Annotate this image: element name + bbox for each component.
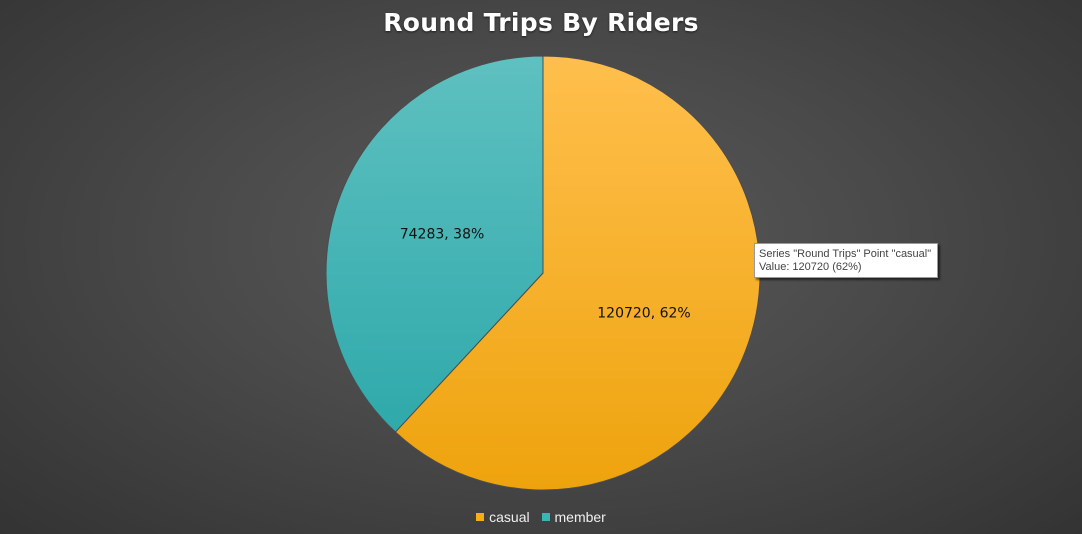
- tooltip-series-line: Series "Round Trips" Point "casual": [759, 248, 932, 260]
- data-point-tooltip: Series "Round Trips" Point "casual" Valu…: [754, 243, 939, 278]
- legend-item-casual[interactable]: casual: [476, 509, 530, 525]
- chart-title: Round Trips By Riders: [383, 8, 699, 37]
- data-label-casual: 120720, 62%: [597, 306, 690, 322]
- pie-slice-member[interactable]: [325, 55, 544, 433]
- legend-label-member: member: [554, 509, 606, 525]
- legend-label-casual: casual: [489, 509, 530, 525]
- legend-swatch-casual: [476, 513, 485, 521]
- pie-slice-casual[interactable]: [394, 55, 761, 491]
- tooltip-value-line: Value: 120720 (62%): [759, 261, 862, 273]
- data-label-member: 74283, 38%: [400, 226, 485, 242]
- legend-item-member[interactable]: member: [541, 509, 606, 525]
- legend: casual member: [0, 509, 1082, 525]
- legend-swatch-member: [541, 513, 550, 521]
